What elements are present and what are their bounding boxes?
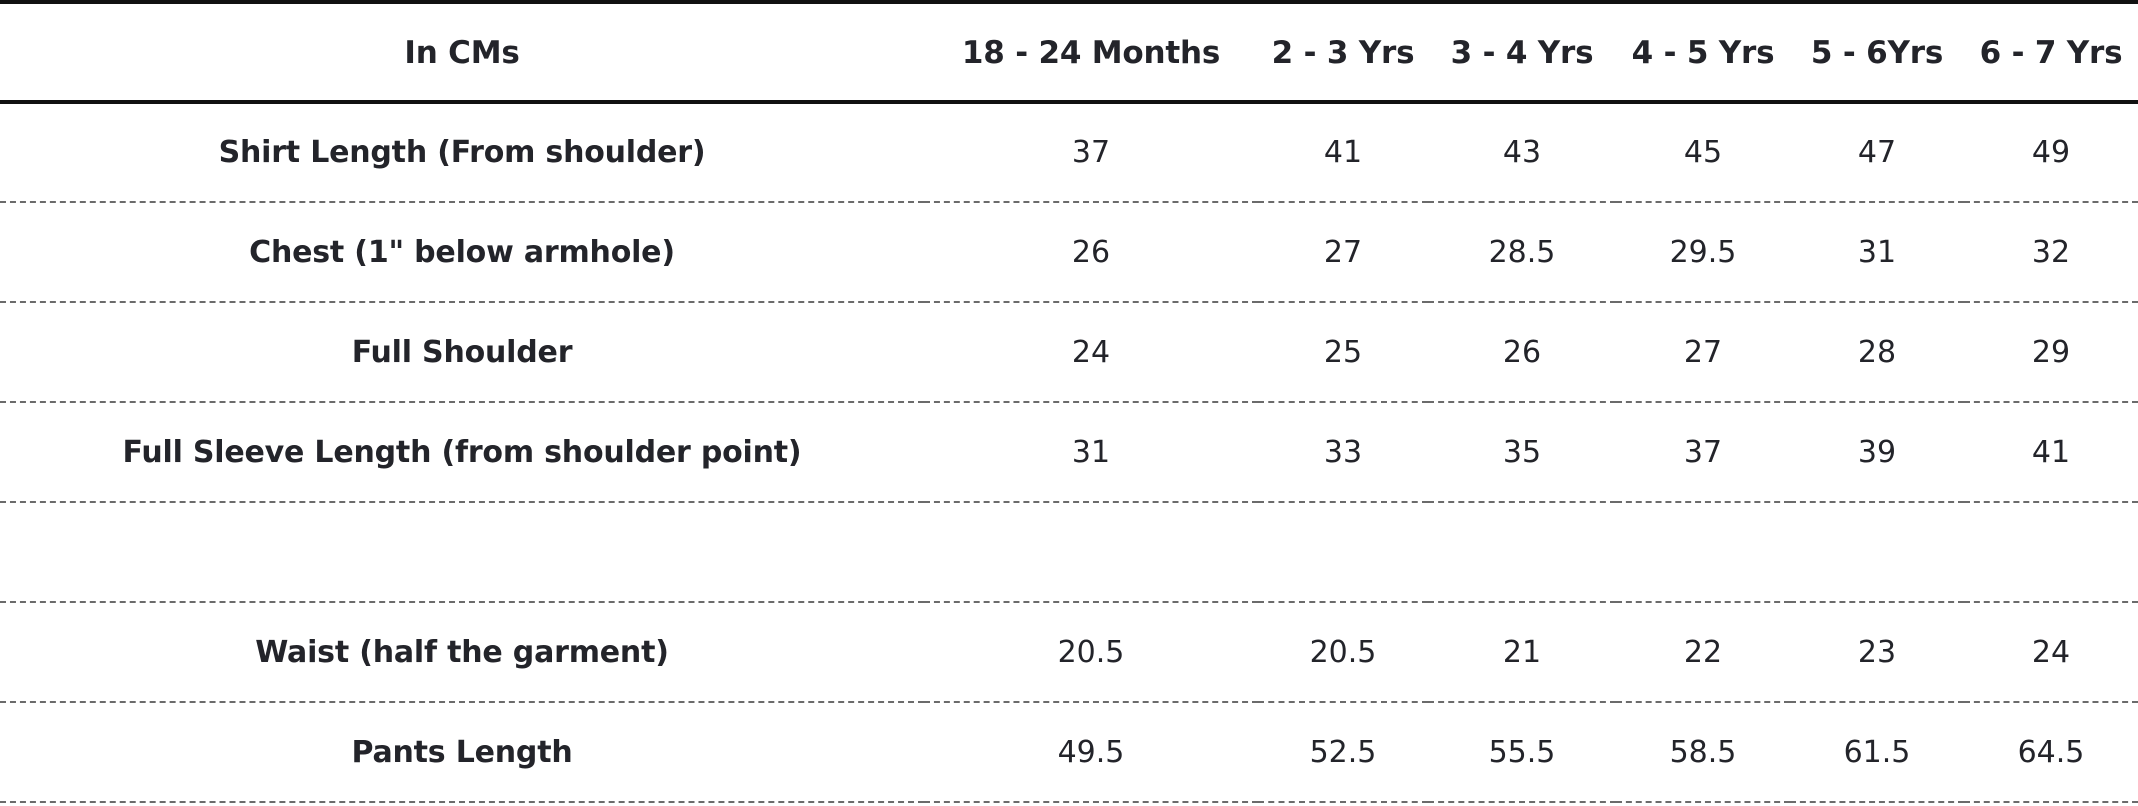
table-cell: 25 xyxy=(1258,302,1428,403)
table-cell: 20.5 xyxy=(1258,602,1428,703)
table-cell: 22 xyxy=(1616,602,1790,703)
header-row: In CMs 18 - 24 Months 2 - 3 Yrs 3 - 4 Yr… xyxy=(0,0,2138,104)
table-cell: 47 xyxy=(1790,102,1964,203)
table-row: Shirt Length (From shoulder) 37 41 43 45… xyxy=(0,102,2138,203)
row-label: Full Shoulder xyxy=(0,302,924,403)
table-cell: 26 xyxy=(924,202,1258,303)
table-cell xyxy=(1258,502,1428,603)
column-header-4-5-yrs: 4 - 5 Yrs xyxy=(1616,0,1790,104)
row-label xyxy=(0,502,924,603)
table-cell: 28.5 xyxy=(1428,202,1616,303)
row-label: Waist (half the garment) xyxy=(0,602,924,703)
table-cell: 41 xyxy=(1258,102,1428,203)
table-cell: 29.5 xyxy=(1616,202,1790,303)
table-row: Full Shoulder 24 25 26 27 28 29 xyxy=(0,302,2138,403)
table-cell: 33 xyxy=(1258,402,1428,503)
table-cell: 21 xyxy=(1428,602,1616,703)
table-cell xyxy=(1964,502,2138,603)
table-cell: 29 xyxy=(1964,302,2138,403)
empty-row xyxy=(0,502,2138,603)
table-cell: 43 xyxy=(1428,102,1616,203)
row-label: Full Sleeve Length (from shoulder point) xyxy=(0,402,924,503)
table-cell: 31 xyxy=(1790,202,1964,303)
column-header-18-24-months: 18 - 24 Months xyxy=(924,0,1258,104)
table-cell: 20.5 xyxy=(924,602,1258,703)
table-cell: 28 xyxy=(1790,302,1964,403)
table-cell: 31 xyxy=(924,402,1258,503)
row-label: Shirt Length (From shoulder) xyxy=(0,102,924,203)
table-cell: 32 xyxy=(1964,202,2138,303)
column-header-5-6-yrs: 5 - 6Yrs xyxy=(1790,0,1964,104)
table-cell xyxy=(1428,502,1616,603)
column-header-unit: In CMs xyxy=(0,0,924,104)
table-cell xyxy=(1790,502,1964,603)
column-header-6-7-yrs: 6 - 7 Yrs xyxy=(1964,0,2138,104)
table-cell: 49 xyxy=(1964,102,2138,203)
table-cell xyxy=(1616,502,1790,603)
row-label: Pants Length xyxy=(0,702,924,803)
table-row: Full Sleeve Length (from shoulder point)… xyxy=(0,402,2138,503)
table-row: Waist (half the garment) 20.5 20.5 21 22… xyxy=(0,602,2138,703)
table-cell: 27 xyxy=(1258,202,1428,303)
table-row: Chest (1" below armhole) 26 27 28.5 29.5… xyxy=(0,202,2138,303)
table-cell: 23 xyxy=(1790,602,1964,703)
table-cell: 24 xyxy=(924,302,1258,403)
column-header-3-4-yrs: 3 - 4 Yrs xyxy=(1428,0,1616,104)
column-header-2-3-yrs: 2 - 3 Yrs xyxy=(1258,0,1428,104)
table-cell: 39 xyxy=(1790,402,1964,503)
table-cell: 45 xyxy=(1616,102,1790,203)
table-cell: 41 xyxy=(1964,402,2138,503)
table-cell: 26 xyxy=(1428,302,1616,403)
table-cell: 64.5 xyxy=(1964,702,2138,803)
table-row: Pants Length 49.5 52.5 55.5 58.5 61.5 64… xyxy=(0,702,2138,803)
table-cell: 27 xyxy=(1616,302,1790,403)
table-cell: 37 xyxy=(924,102,1258,203)
table-cell: 24 xyxy=(1964,602,2138,703)
table-cell: 35 xyxy=(1428,402,1616,503)
row-label: Chest (1" below armhole) xyxy=(0,202,924,303)
table-cell: 37 xyxy=(1616,402,1790,503)
table-cell: 61.5 xyxy=(1790,702,1964,803)
table-cell: 58.5 xyxy=(1616,702,1790,803)
table-cell xyxy=(924,502,1258,603)
table-cell: 49.5 xyxy=(924,702,1258,803)
table-cell: 55.5 xyxy=(1428,702,1616,803)
table-cell: 52.5 xyxy=(1258,702,1428,803)
